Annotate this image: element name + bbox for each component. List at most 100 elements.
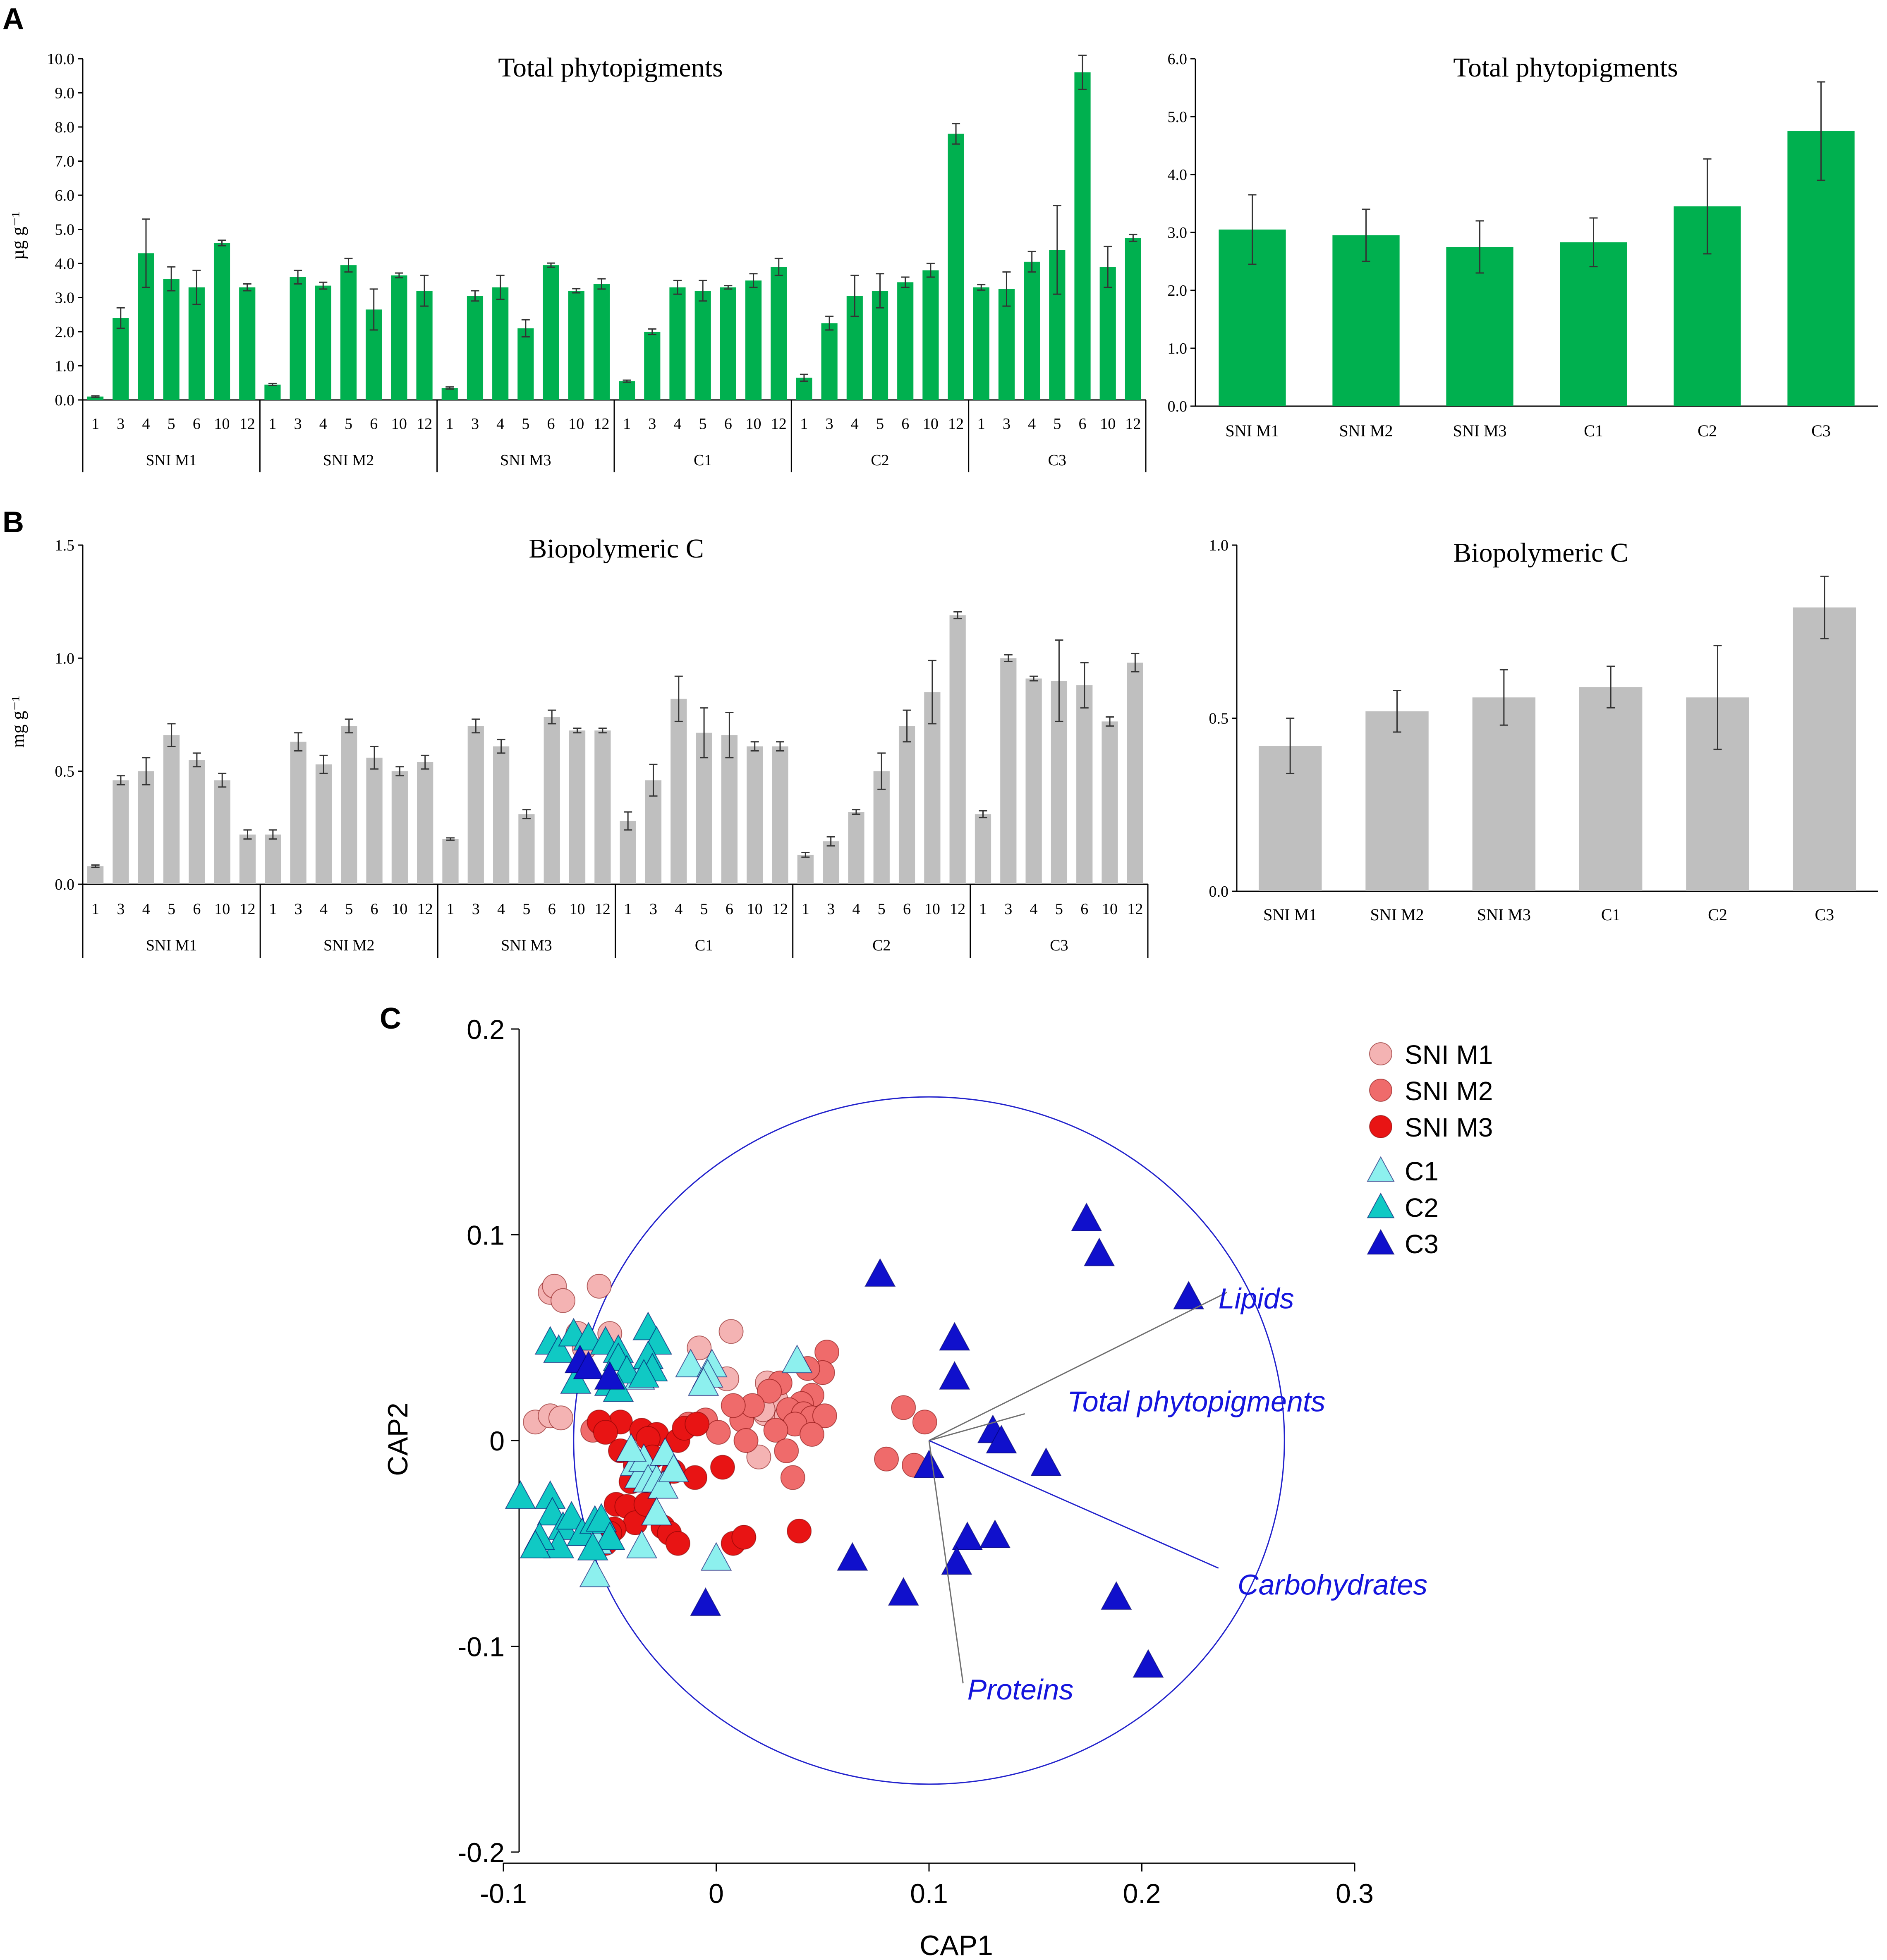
chart-a-left-bar-1-1 — [290, 277, 306, 400]
chart-b-left-bar-5-4 — [1076, 685, 1093, 884]
chart-b-left-ylabel: mg g⁻¹ — [8, 696, 28, 748]
chart-a-left-bar-2-0 — [441, 388, 458, 400]
chart-a-left-errorbar-0-5 — [218, 239, 226, 246]
chart-c-point-C3-8 — [1173, 1280, 1205, 1309]
chart-c-legend-label-5: C3 — [1405, 1229, 1439, 1259]
chart-b-left-sample-label-2-5: 10 — [570, 900, 585, 918]
chart-b-left-errorbar-5-1 — [1004, 654, 1013, 663]
chart-a-left-errorbar-1-6 — [420, 275, 429, 307]
chart-c-legend-marker-4 — [1367, 1192, 1395, 1218]
chart-b-left-sample-label-5-6: 12 — [1127, 900, 1143, 918]
chart-a-left-group-label-4: C2 — [871, 452, 889, 469]
chart-a-left-bar-4-4 — [897, 282, 914, 400]
chart-c-point-SNI_M2-11 — [812, 1403, 837, 1429]
chart-a-left-errorbar-2-3 — [521, 319, 530, 337]
chart-b-left-sample-label-3-0: 1 — [624, 900, 632, 918]
chart-a-left-errorbar-0-6 — [243, 283, 251, 292]
chart-a-left-sample-label-2-2: 4 — [496, 415, 504, 433]
chart-c-legend-label-1: SNI M2 — [1405, 1076, 1493, 1106]
chart-a-right-bar-1 — [1332, 235, 1400, 406]
chart-b-left-bar-0-4 — [189, 760, 205, 884]
chart-a-left-errorbar-1-5 — [395, 272, 403, 279]
chart-a-left-errorbar-2-4 — [547, 262, 556, 268]
chart-a-right-ytick-label-4: 4.0 — [1168, 166, 1188, 184]
chart-b-left-errorbar-4-2 — [852, 809, 860, 815]
chart-c-point-SNI_M3-28 — [731, 1524, 757, 1550]
chart-a-left-sample-label-0-5: 10 — [214, 415, 230, 433]
chart-a-right-category-label-2: SNI M3 — [1453, 421, 1506, 440]
chart-b-right-bar-3 — [1579, 687, 1643, 891]
chart-a-left-sample-label-1-4: 6 — [370, 415, 378, 433]
chart-b-left-errorbar-4-3 — [877, 752, 886, 790]
chart-b-left-bar-4-1 — [823, 841, 839, 884]
chart-c-point-C2-1 — [543, 1334, 575, 1363]
chart-b-left-bar-3-1 — [645, 780, 662, 884]
chart-a-left-sample-label-3-3: 5 — [699, 415, 707, 433]
chart-b-left-errorbar-3-3 — [700, 707, 709, 759]
chart-a-left-group-label-2: SNI M3 — [500, 452, 551, 469]
chart-b-left-errorbar-5-3 — [1055, 639, 1063, 722]
chart-a-left-bar-2-4 — [543, 265, 559, 400]
chart-b-left-errorbar-0-3 — [167, 723, 176, 747]
chart-b-right-errorbar-3 — [1607, 665, 1615, 708]
chart-a-left-bar-2-2 — [492, 287, 509, 400]
chart-a-left-errorbar-2-1 — [471, 290, 479, 302]
chart-b-left-errorbar-3-1 — [649, 763, 658, 797]
chart-b-left-errorbar-4-6 — [953, 611, 962, 620]
chart-b-left-sample-label-0-4: 6 — [193, 900, 201, 918]
chart-a-left-sample-label-1-6: 12 — [417, 415, 432, 433]
chart-b-left-sample-label-3-5: 10 — [747, 900, 763, 918]
chart-b-left-errorbar-5-5 — [1106, 716, 1114, 727]
chart-c-point-SNI_M3-8 — [593, 1420, 618, 1445]
chart-b-left-errorbar-1-0 — [268, 829, 277, 840]
chart-a-right-ytick-label-5: 5.0 — [1168, 108, 1188, 126]
chart-b-left-sample-label-2-1: 3 — [472, 900, 480, 918]
chart-b-left-bar-1-4 — [366, 757, 383, 884]
chart-a-left-errorbar-1-2 — [319, 281, 328, 290]
chart-a-right-ytick-label-3: 3.0 — [1168, 224, 1188, 242]
chart-b-left-bar-0-2 — [138, 771, 154, 884]
chart-c-point-SNI_M3-26 — [665, 1531, 690, 1556]
chart-a-right-category-label-0: SNI M1 — [1225, 421, 1279, 440]
chart-c-xtick-label-3: 0.2 — [1123, 1878, 1161, 1909]
chart-c-point-SNI_M2-16 — [706, 1420, 731, 1445]
chart-a-left-ylabel: µg g⁻¹ — [8, 212, 28, 260]
chart-a-left-errorbar-3-5 — [749, 273, 758, 288]
chart-a-left-title: Total phytopigments — [498, 53, 723, 83]
chart-c-xlabel: CAP1 — [920, 1930, 993, 1960]
chart-c-point-SNI_M3-6 — [685, 1412, 710, 1437]
chart-c-vector-label-1: Total phytopigments — [1067, 1385, 1325, 1417]
chart-c-legend-marker-1 — [1369, 1079, 1392, 1102]
chart-a-left-group-label-0: SNI M1 — [146, 452, 197, 469]
chart-b-left-sample-label-1-1: 3 — [295, 900, 302, 918]
chart-c-point-C3-14 — [979, 1519, 1011, 1548]
chart-a-left-sample-label-0-3: 5 — [168, 415, 175, 433]
chart-b-left-bar-0-5 — [214, 780, 230, 884]
chart-c-point-C2-16 — [505, 1480, 536, 1509]
chart-c-point-C3-17 — [888, 1577, 919, 1606]
chart-b-left-sample-label-5-0: 1 — [979, 900, 987, 918]
chart-c-legend-marker-2 — [1369, 1115, 1392, 1138]
chart-b-left-bar-5-6 — [1127, 663, 1143, 884]
chart-a-left-sample-label-1-0: 1 — [268, 415, 276, 433]
chart-b-left-errorbar-1-5 — [395, 766, 404, 777]
chart-b-left-bar-4-4 — [898, 726, 915, 884]
chart-a-left-bar-5-4 — [1074, 72, 1091, 400]
chart-c-point-C3-13 — [951, 1521, 983, 1550]
chart-a-left-bar-0-0 — [87, 396, 104, 400]
chart-b-right-ytick-label-2: 1.0 — [1209, 537, 1229, 554]
chart-a-left-ytick-label-1: 1.0 — [55, 358, 75, 375]
chart-a-left-sample-label-4-3: 5 — [876, 415, 884, 433]
chart-c-ytick-label-0: -0.2 — [457, 1837, 505, 1868]
chart-a-left-sample-label-2-1: 3 — [471, 415, 479, 433]
chart-a-right-category-label-3: C1 — [1584, 421, 1603, 440]
chart-a-left-errorbar-4-1 — [825, 316, 834, 331]
chart-b-left-bar-1-0 — [265, 834, 281, 884]
chart-a-left-errorbar-5-3 — [1053, 205, 1061, 295]
chart-b-right-category-label-3: C1 — [1601, 905, 1621, 924]
chart-a-left-bar-0-5 — [213, 243, 230, 400]
chart-b-left-errorbar-3-6 — [776, 741, 785, 751]
chart-a-left-group-label-1: SNI M2 — [323, 452, 374, 469]
chart-a-left-ytick-label-9: 9.0 — [55, 85, 75, 102]
chart-a-left: Total phytopigments µg g⁻¹ 0.0 1.0 2.0 3.0 4… — [8, 50, 1147, 472]
